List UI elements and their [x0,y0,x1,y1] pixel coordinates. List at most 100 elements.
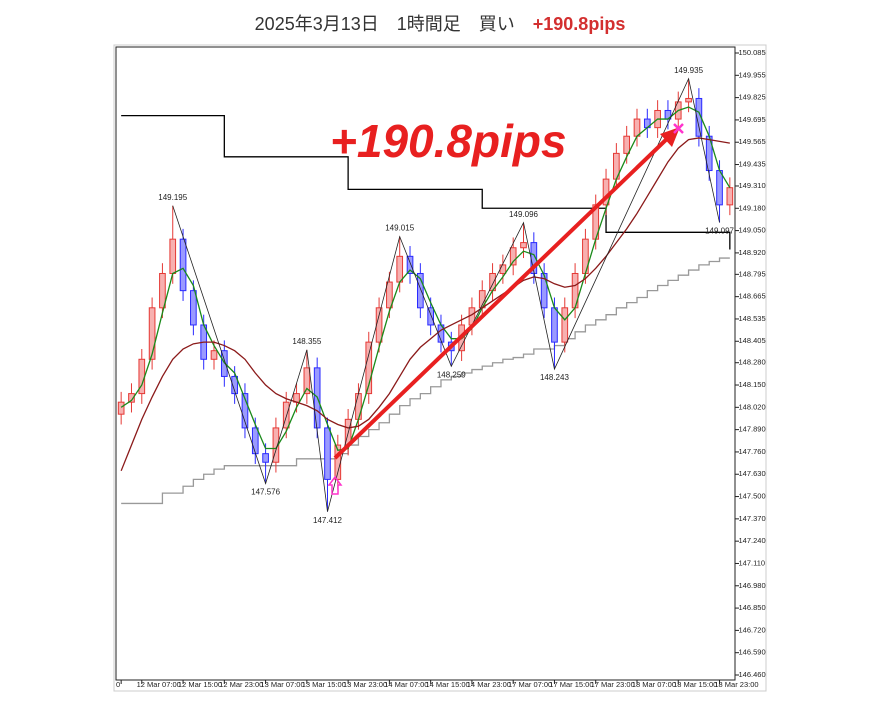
x-tick-label: 13 Mar 15:00 [302,680,346,689]
candle-body [561,307,569,343]
x-tick-label: 12 Mar 07:00 [137,680,181,689]
y-tick-label: 148.535 [739,314,766,323]
x-tick-label: 18 Mar 15:00 [673,680,717,689]
x-tick-label: 13 Mar 07:00 [260,680,304,689]
chart-title-group: 2025年3月13日 1時間足 買い +190.8pips [255,14,626,34]
chart-title: 2025年3月13日 1時間足 買い [255,14,533,34]
candle-body [406,255,414,274]
candle-body [241,393,249,429]
moving-average [120,106,731,451]
y-tick-label: 147.240 [739,536,766,545]
candle-body [303,367,311,395]
candle-body [159,272,166,309]
step-line [121,114,731,250]
step-line [121,257,730,505]
y-tick-label: 149.435 [739,160,766,169]
candle-body [210,350,218,360]
chart-title-highlight: +190.8pips [533,14,626,34]
y-tick-label: 149.310 [739,181,766,190]
pivot-label: 149.195 [158,193,187,202]
candle-body [633,118,641,137]
y-tick-label: 148.405 [739,336,766,345]
plot-area [115,46,736,681]
y-tick-label: 149.050 [739,226,766,235]
trade-arrow [333,132,674,460]
candle-body [365,341,373,395]
x-tick-label: 12 Mar 15:00 [178,680,222,689]
candle-body [282,401,290,429]
candle-body [685,97,692,103]
candle-body [726,187,734,206]
y-tick-label: 147.890 [739,425,766,434]
candle-body [375,307,383,343]
y-tick-label: 148.920 [739,248,766,257]
pivot-label: 149.015 [385,224,414,233]
y-tick-label: 147.760 [739,447,766,456]
candle-body [509,247,517,266]
y-tick-label: 146.590 [739,648,766,657]
x-tick-label: 18 Mar 23:00 [714,680,758,689]
candle-body [272,427,280,463]
candle-body [623,135,631,154]
entry-marker [327,475,343,495]
y-tick-label: 149.825 [739,93,766,102]
x-tick-label: 12 Mar 23:00 [219,680,263,689]
y-tick-label: 146.850 [739,603,766,612]
y-tick-label: 148.280 [739,358,766,367]
candle-body [190,290,197,326]
pivot-label: 149.097 [705,227,734,236]
y-tick-label: 150.085 [739,48,766,57]
candle-body [251,427,259,455]
candle-body [324,427,331,480]
zigzag [172,77,720,512]
y-tick-label: 149.955 [739,70,766,79]
y-tick-label: 148.795 [739,269,766,278]
candle-body [179,238,187,292]
x-tick-label: 17 Mar 23:00 [591,680,635,689]
x-tick-label: 13 Mar 23:00 [343,680,387,689]
candle-body [551,307,558,343]
pivot-label: 148.243 [540,373,569,382]
candle-body [396,255,404,283]
candle-body [117,401,125,415]
candle-body [169,238,177,274]
y-tick-label: 147.630 [739,469,766,478]
candle-body [148,307,156,360]
x-tick-label: 17 Mar 07:00 [508,680,552,689]
pivot-label: 149.096 [509,210,538,219]
exit-marker [673,123,684,134]
x-tick-label: 0 [116,680,120,689]
candle-body [427,307,434,326]
y-tick-label: 147.110 [739,558,766,567]
candle-body [262,453,269,463]
x-tick-label: 14 Mar 15:00 [426,680,470,689]
x-tick-label: 14 Mar 07:00 [384,680,428,689]
y-tick-label: 146.720 [739,625,766,634]
y-tick-label: 149.695 [739,115,766,124]
y-tick-label: 146.460 [739,670,766,679]
y-tick-label: 147.500 [739,492,766,501]
y-tick-label: 146.980 [739,581,766,590]
x-tick-label: 17 Mar 15:00 [549,680,593,689]
pivot-label: 149.935 [674,66,703,75]
y-tick-label: 149.180 [739,203,766,212]
moving-average [120,137,730,472]
x-tick-label: 14 Mar 23:00 [467,680,511,689]
pivot-label: 147.576 [251,488,280,497]
candle-body [417,272,424,309]
candle-body [716,170,723,206]
pips-annotation: +190.8pips [330,115,567,167]
pivot-label: 147.412 [313,516,342,525]
pivot-label: 148.355 [292,337,321,346]
candle-body [540,272,548,309]
y-tick-label: 149.565 [739,137,766,146]
y-tick-label: 148.665 [739,292,766,301]
candle-body [520,242,527,249]
y-tick-label: 147.370 [739,514,766,523]
y-tick-label: 148.020 [739,402,766,411]
pivot-label: 148.259 [437,370,466,379]
x-tick-label: 18 Mar 07:00 [632,680,676,689]
candle-body [231,375,238,395]
candle-body [499,264,507,274]
